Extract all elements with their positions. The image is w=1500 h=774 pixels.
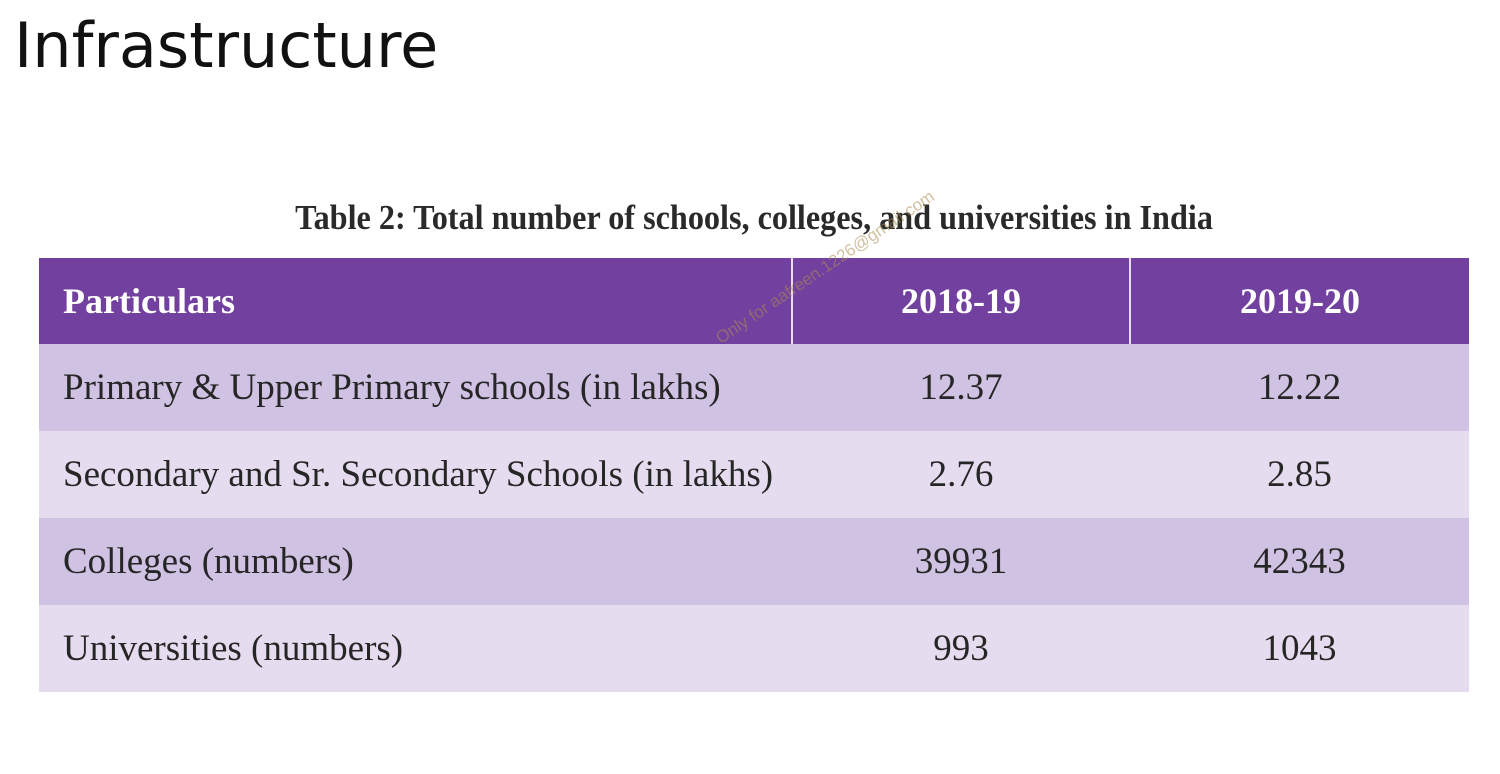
header-2018-19: 2018-19 (791, 258, 1130, 344)
row-label: Universities (numbers) (39, 605, 792, 692)
value-2019-20: 42343 (1130, 518, 1469, 605)
value-2018-19: 39931 (792, 518, 1130, 605)
table-caption: Table 2: Total number of schools, colleg… (295, 198, 1213, 237)
row-label: Primary & Upper Primary schools (in lakh… (39, 344, 792, 431)
value-2019-20: 12.22 (1130, 344, 1469, 431)
value-2019-20: 2.85 (1130, 431, 1469, 518)
slide-title: Infrastructure (14, 9, 439, 82)
value-2018-19: 2.76 (792, 431, 1130, 518)
table-row: Universities (numbers) 993 1043 (39, 605, 1469, 692)
table-row: Colleges (numbers) 39931 42343 (39, 518, 1469, 605)
row-label: Colleges (numbers) (39, 518, 792, 605)
value-2019-20: 1043 (1130, 605, 1469, 692)
header-2019-20: 2019-20 (1129, 258, 1469, 344)
value-2018-19: 12.37 (792, 344, 1130, 431)
value-2018-19: 993 (792, 605, 1130, 692)
header-particulars: Particulars (39, 258, 792, 344)
table-row: Primary & Upper Primary schools (in lakh… (39, 344, 1469, 431)
row-label: Secondary and Sr. Secondary Schools (in … (39, 431, 792, 518)
data-table: Particulars 2018-19 2019-20 Primary & Up… (39, 258, 1469, 692)
table-header-row: Particulars 2018-19 2019-20 (39, 258, 1469, 344)
table-row: Secondary and Sr. Secondary Schools (in … (39, 431, 1469, 518)
